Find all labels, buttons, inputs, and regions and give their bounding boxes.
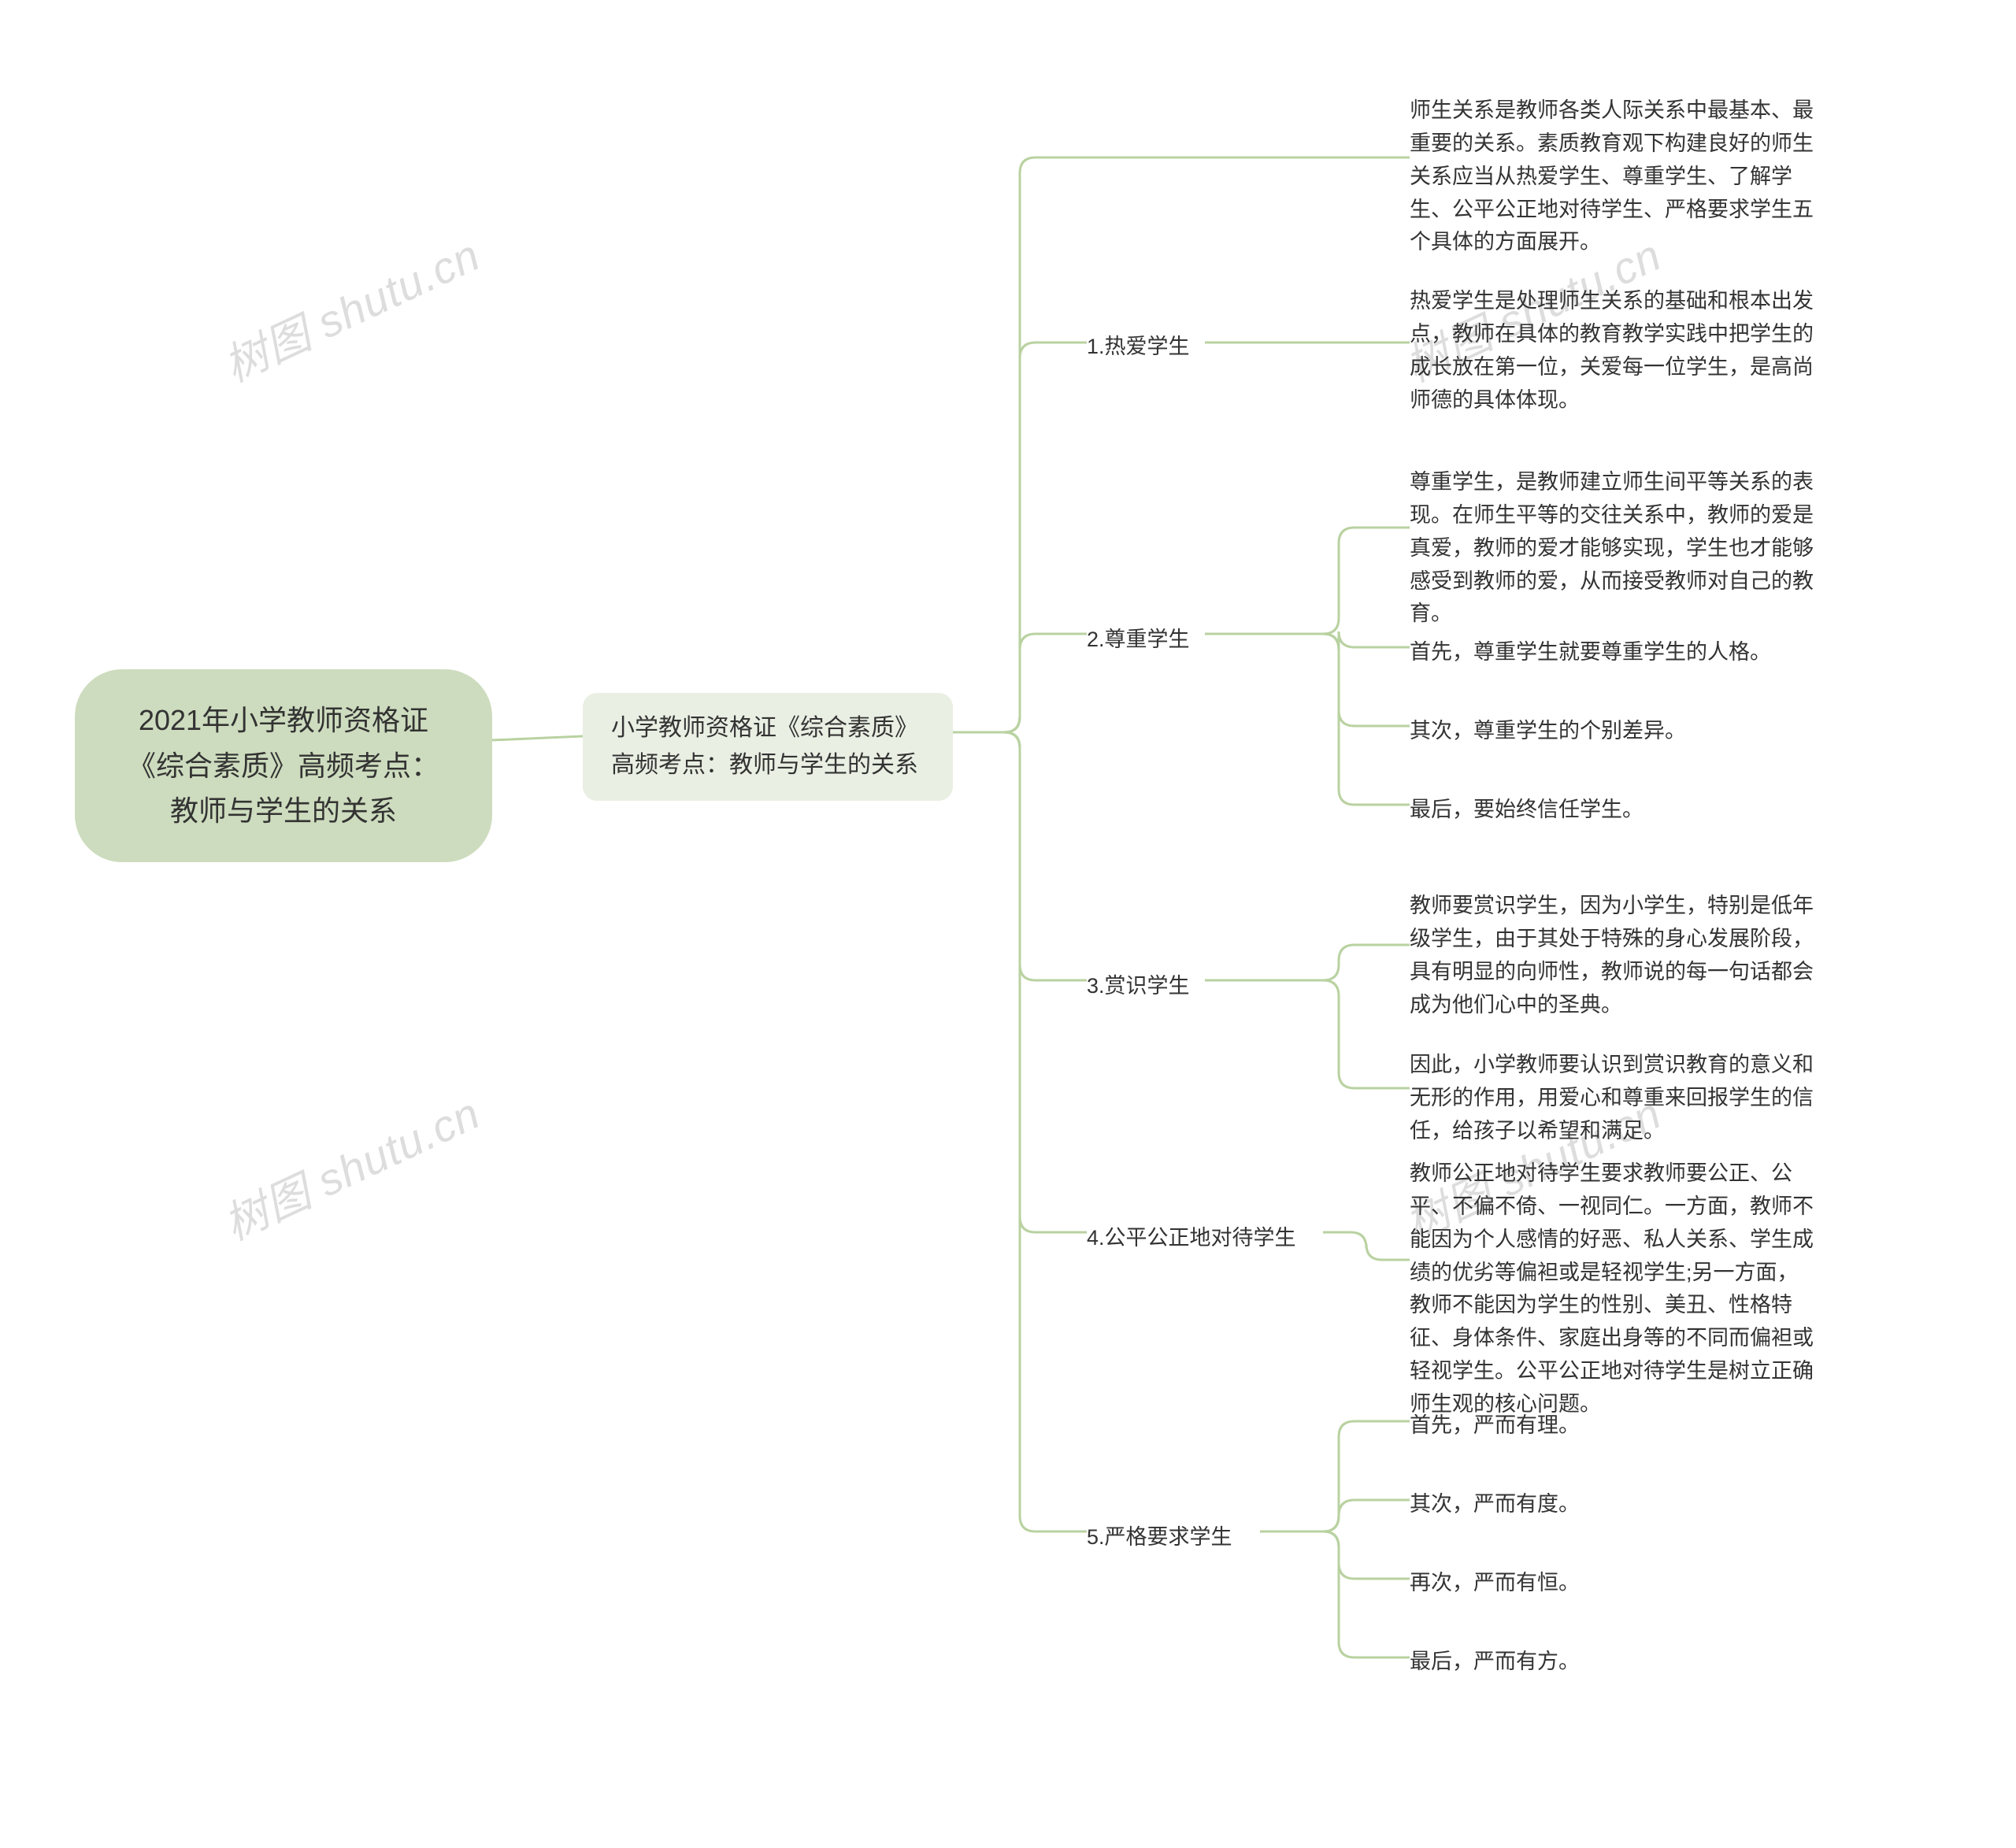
level3-node: 首先，尊重学生就要尊重学生的人格。 (1410, 636, 1819, 669)
level3-node: 首先，严而有理。 (1410, 1409, 1819, 1442)
level3-node: 最后，要始终信任学生。 (1410, 794, 1819, 827)
level2-node: 2.尊重学生 (1087, 622, 1190, 653)
level3-node: 教师公正地对待学生要求教师要公正、公平、不偏不倚、一视同仁。一方面，教师不能因为… (1410, 1157, 1819, 1421)
level3-node: 尊重学生，是教师建立师生间平等关系的表现。在师生平等的交往关系中，教师的爱是真爱… (1410, 466, 1819, 631)
level3-node: 因此，小学教师要认识到赏识教育的意义和无形的作用，用爱心和尊重来回报学生的信任，… (1410, 1049, 1819, 1148)
level3-node: 其次，尊重学生的个别差异。 (1410, 715, 1819, 748)
level3-node: 最后，严而有方。 (1410, 1646, 1819, 1679)
watermark: 树图 shutu.cn (212, 220, 489, 394)
level3-node: 再次，严而有恒。 (1410, 1567, 1819, 1600)
level3-node: 师生关系是教师各类人际关系中最基本、最重要的关系。素质教育观下构建良好的师生关系… (1410, 94, 1819, 259)
level2-node: 1.热爱学生 (1087, 329, 1190, 360)
level3-node: 教师要赏识学生，因为小学生，特别是低年级学生，由于其处于特殊的身心发展阶段，具有… (1410, 890, 1819, 1021)
level3-node: 其次，严而有度。 (1410, 1488, 1819, 1521)
watermark: 树图 shutu.cn (212, 1079, 489, 1253)
level2-node: 4.公平公正地对待学生 (1087, 1220, 1296, 1251)
level2-node: 5.严格要求学生 (1087, 1520, 1232, 1550)
root-node: 2021年小学教师资格证《综合素质》高频考点：教师与学生的关系 (75, 669, 492, 862)
level2-node: 3.赏识学生 (1087, 968, 1190, 999)
level1-node: 小学教师资格证《综合素质》高频考点：教师与学生的关系 (583, 693, 953, 801)
level3-node: 热爱学生是处理师生关系的基础和根本出发点，教师在具体的教育教学实践中把学生的成长… (1410, 285, 1819, 417)
